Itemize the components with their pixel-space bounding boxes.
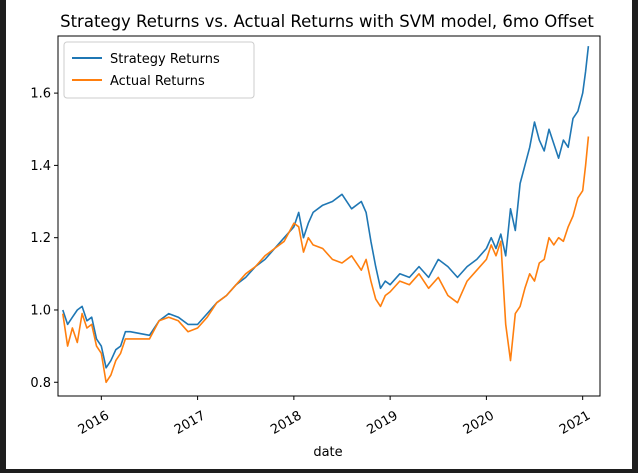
legend-label-strategy: Strategy Returns (110, 52, 220, 67)
plot-frame (57, 35, 601, 397)
y-tick-label: 0.8 (30, 376, 51, 391)
legend: Strategy Returns Actual Returns (63, 41, 255, 99)
series-layer (62, 46, 590, 384)
ticks-layer: 0.8 1.0 1.2 1.4 1.6 2016 2017 2018 2019 2020 2021 (30, 87, 593, 438)
x-tick-label: 2017 (172, 408, 208, 438)
x-axis-label: date (313, 445, 342, 460)
x-tick-label: 2018 (268, 408, 304, 438)
series-line-strategy (62, 46, 590, 369)
y-tick-label: 1.2 (30, 231, 51, 246)
y-tick-label: 1.6 (30, 87, 51, 102)
chart-title: Strategy Returns vs. Actual Returns with… (60, 12, 594, 31)
x-tick-label: 2021 (557, 408, 593, 438)
legend-label-actual: Actual Returns (110, 74, 205, 89)
x-tick-label: 2016 (76, 408, 112, 438)
y-tick-label: 1.0 (30, 303, 51, 318)
legend-box (63, 41, 255, 99)
x-tick-label: 2020 (461, 408, 497, 438)
x-tick-label: 2019 (365, 408, 401, 438)
figure: Strategy Returns vs. Actual Returns with… (6, 0, 632, 469)
y-tick-label: 1.4 (30, 159, 51, 174)
line-chart: Strategy Returns vs. Actual Returns with… (30, 12, 601, 460)
series-line-actual (62, 136, 590, 384)
